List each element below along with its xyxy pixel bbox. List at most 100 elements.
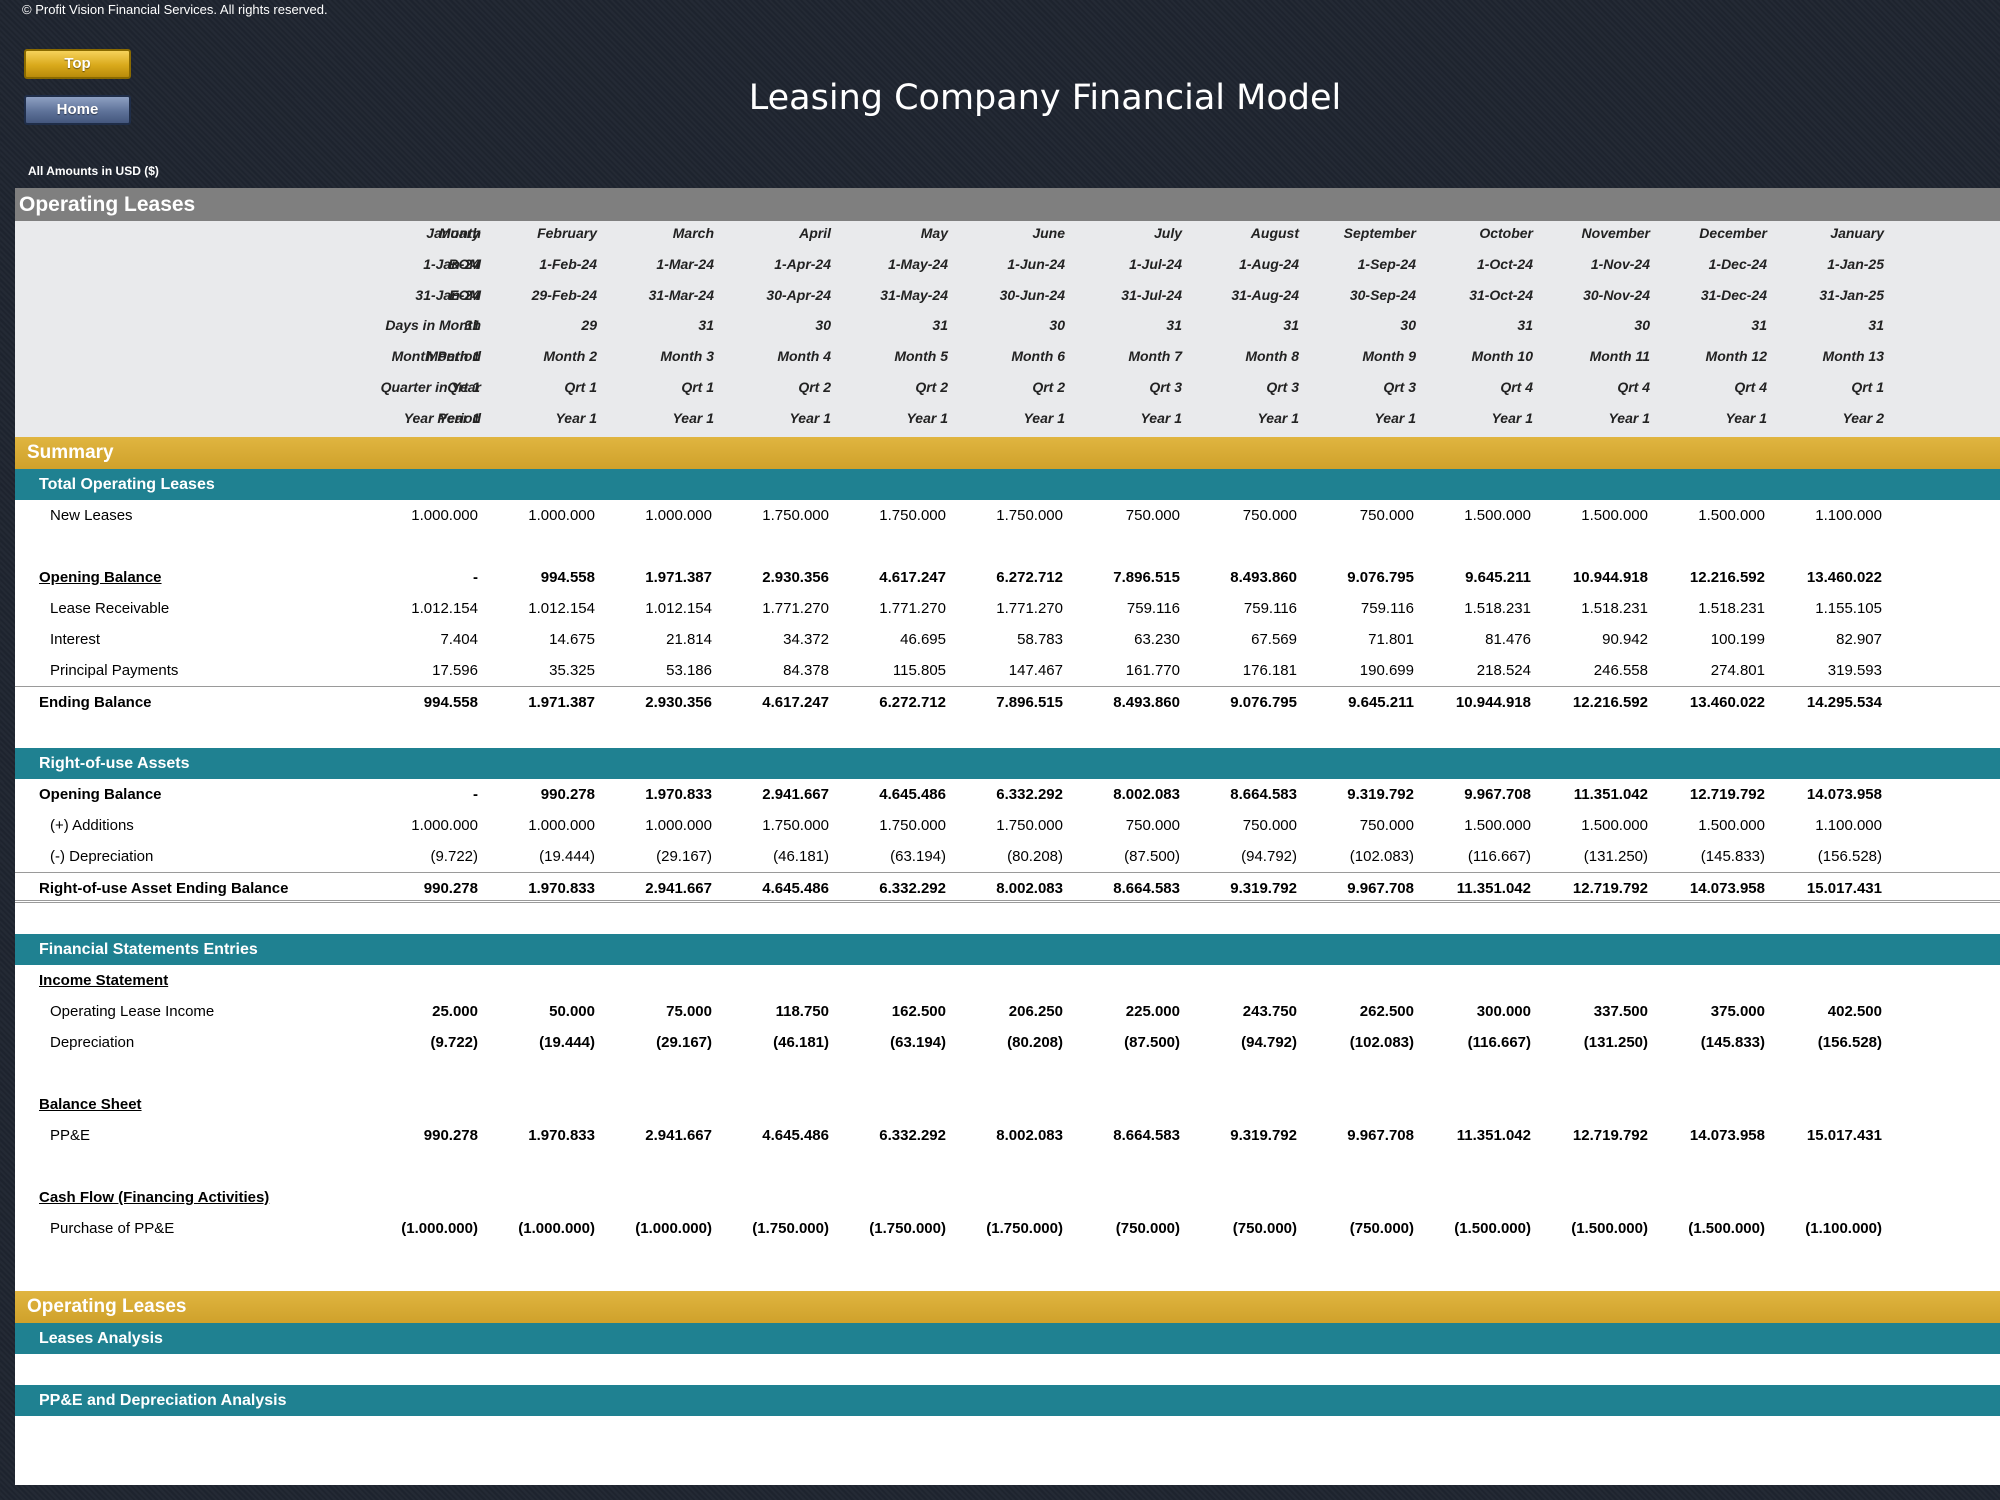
value-cell[interactable]: 1.970.833 [645,786,712,803]
value-cell[interactable]: 14.073.958 [1806,786,1882,803]
value-cell[interactable]: 8.664.583 [1230,786,1297,803]
value-cell[interactable]: 759.116 [1126,600,1180,617]
value-cell[interactable]: 1.500.000 [1698,817,1765,834]
value-cell[interactable]: 1.771.270 [879,600,946,617]
value-cell[interactable]: 319.593 [1827,662,1882,679]
value-cell[interactable]: 12.216.592 [1689,569,1765,586]
value-cell[interactable]: 225.000 [1125,1003,1180,1020]
value-cell[interactable]: (80.208) [1007,848,1063,865]
value-cell[interactable]: 9.319.792 [1347,786,1414,803]
value-cell[interactable]: (131.250) [1583,848,1648,865]
value-cell[interactable]: (1.750.000) [752,1220,829,1237]
value-cell[interactable]: 6.332.292 [879,1127,946,1144]
value-cell[interactable]: 71.801 [1368,631,1414,648]
value-cell[interactable]: 4.645.486 [879,786,946,803]
home-button[interactable]: Home [24,95,131,125]
value-cell[interactable]: 1.000.000 [645,817,712,834]
value-cell[interactable]: 1.750.000 [879,817,946,834]
value-cell[interactable]: 759.116 [1360,600,1414,617]
value-cell[interactable]: (1.500.000) [1571,1220,1648,1237]
value-cell[interactable]: 1.000.000 [645,507,712,524]
value-cell[interactable]: 100.199 [1710,631,1765,648]
value-cell[interactable]: 9.319.792 [1230,1127,1297,1144]
leases-analysis-title[interactable]: Leases Analysis [15,1323,2000,1354]
value-cell[interactable]: 1.771.270 [762,600,829,617]
value-cell[interactable]: 750.000 [1242,817,1297,834]
value-cell[interactable]: (145.833) [1700,848,1765,865]
value-cell[interactable]: 12.719.792 [1689,786,1765,803]
value-cell[interactable]: 8.002.083 [996,1127,1063,1144]
value-cell[interactable]: 1.012.154 [411,600,478,617]
value-cell[interactable]: 1.971.387 [528,694,595,711]
value-cell[interactable]: 15.017.431 [1806,880,1882,897]
value-cell[interactable]: 1.518.231 [1698,600,1765,617]
value-cell[interactable]: (116.667) [1467,848,1531,865]
value-cell[interactable]: 14.073.958 [1689,880,1765,897]
value-cell[interactable]: 147.467 [1008,662,1063,679]
value-cell[interactable]: (9.722) [430,1034,478,1051]
value-cell[interactable]: 9.967.708 [1464,786,1531,803]
value-cell[interactable]: 750.000 [1125,817,1180,834]
value-cell[interactable]: 1.500.000 [1581,507,1648,524]
value-cell[interactable]: 2.941.667 [645,880,712,897]
value-cell[interactable]: (116.667) [1467,1034,1531,1051]
value-cell[interactable]: (94.792) [1241,848,1297,865]
value-cell[interactable]: (102.083) [1349,1034,1414,1051]
value-cell[interactable]: 246.558 [1593,662,1648,679]
value-cell[interactable]: 4.617.247 [762,694,829,711]
value-cell[interactable]: 25.000 [432,1003,478,1020]
value-cell[interactable]: 243.750 [1242,1003,1297,1020]
value-cell[interactable]: 8.493.860 [1113,694,1180,711]
value-cell[interactable]: 750.000 [1359,817,1414,834]
value-cell[interactable]: (1.500.000) [1454,1220,1531,1237]
value-cell[interactable]: 6.332.292 [996,786,1063,803]
top-button[interactable]: Top [24,49,131,79]
value-cell[interactable]: (87.500) [1124,848,1180,865]
value-cell[interactable]: 2.930.356 [762,569,829,586]
value-cell[interactable]: 759.116 [1243,600,1297,617]
value-cell[interactable]: (46.181) [773,848,829,865]
value-cell[interactable]: (63.194) [890,1034,946,1051]
value-cell[interactable]: 1.000.000 [528,507,595,524]
value-cell[interactable]: 81.476 [1485,631,1531,648]
value-cell[interactable]: 206.250 [1008,1003,1063,1020]
value-cell[interactable]: (750.000) [1349,1220,1414,1237]
value-cell[interactable]: 8.493.860 [1230,569,1297,586]
value-cell[interactable]: 402.500 [1827,1003,1882,1020]
value-cell[interactable]: 1.000.000 [411,817,478,834]
value-cell[interactable]: (19.444) [539,1034,595,1051]
value-cell[interactable]: 115.805 [892,662,946,679]
value-cell[interactable]: 2.941.667 [762,786,829,803]
value-cell[interactable]: 1.100.000 [1815,817,1882,834]
value-cell[interactable]: 7.404 [440,631,478,648]
value-cell[interactable]: 262.500 [1359,1003,1414,1020]
value-cell[interactable]: 994.558 [540,569,595,586]
value-cell[interactable]: 1.500.000 [1698,507,1765,524]
value-cell[interactable]: (87.500) [1124,1034,1180,1051]
value-cell[interactable]: 15.017.431 [1806,1127,1882,1144]
value-cell[interactable]: 990.278 [423,880,478,897]
value-cell[interactable]: 1.500.000 [1464,507,1531,524]
value-cell[interactable]: 6.272.712 [879,694,946,711]
value-cell[interactable]: 1.518.231 [1581,600,1648,617]
value-cell[interactable]: 67.569 [1251,631,1297,648]
value-cell[interactable]: (131.250) [1583,1034,1648,1051]
value-cell[interactable]: 1.750.000 [996,507,1063,524]
value-cell[interactable]: 162.500 [891,1003,946,1020]
value-cell[interactable]: 118.750 [775,1003,829,1020]
value-cell[interactable]: (9.722) [430,848,478,865]
value-cell[interactable]: (102.083) [1349,848,1414,865]
value-cell[interactable]: (1.750.000) [986,1220,1063,1237]
value-cell[interactable]: (145.833) [1700,1034,1765,1051]
value-cell[interactable]: 14.675 [549,631,595,648]
value-cell[interactable]: 34.372 [783,631,829,648]
value-cell[interactable]: 10.944.918 [1455,694,1531,711]
value-cell[interactable]: 9.076.795 [1347,569,1414,586]
value-cell[interactable]: 9.967.708 [1347,880,1414,897]
value-cell[interactable]: 990.278 [540,786,595,803]
value-cell[interactable]: 1.971.387 [645,569,712,586]
value-cell[interactable]: 8.664.583 [1113,1127,1180,1144]
value-cell[interactable]: 994.558 [423,694,478,711]
value-cell[interactable]: (1.000.000) [518,1220,595,1237]
value-cell[interactable]: - [473,786,478,803]
